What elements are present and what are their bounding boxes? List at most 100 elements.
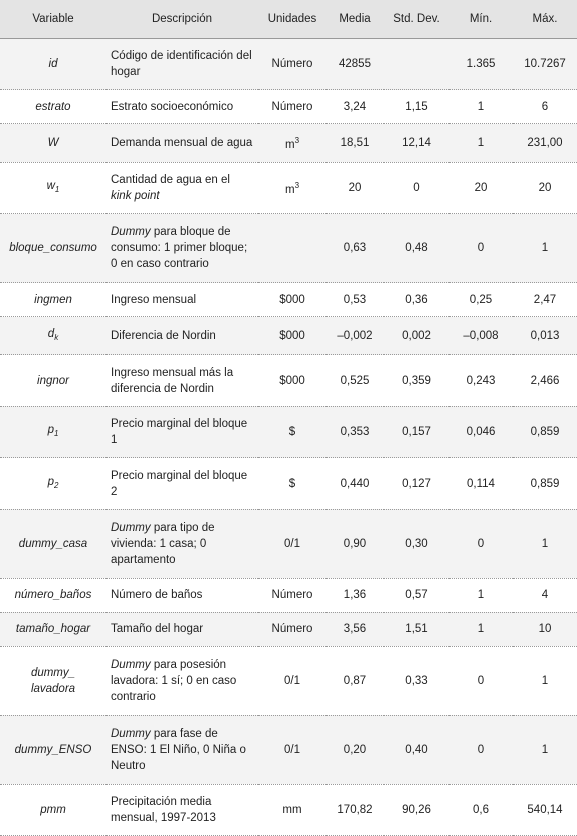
variable-text: W bbox=[47, 137, 59, 150]
std-cell bbox=[384, 38, 449, 91]
variable-text: pmm bbox=[40, 803, 66, 816]
description-text: Dummy bbox=[111, 727, 151, 740]
variable-text: estrato bbox=[35, 100, 71, 113]
column-header: Variable bbox=[0, 0, 106, 39]
description-cell: Precio marginal del bloque 1 bbox=[106, 406, 258, 459]
units-cell: m3 bbox=[258, 162, 326, 215]
description-text: kink point bbox=[111, 189, 160, 202]
min-cell: 0,25 bbox=[449, 282, 513, 318]
variable-cell: id bbox=[0, 38, 106, 91]
std-cell: 0,48 bbox=[384, 213, 449, 284]
column-header: Mín. bbox=[449, 0, 513, 39]
std-cell: 0,002 bbox=[384, 316, 449, 356]
header-row: Variable Descripción Unidades Media Std. Dev… bbox=[0, 0, 577, 39]
max-cell: 10.7267 bbox=[513, 38, 577, 91]
variable-text: p bbox=[47, 475, 54, 488]
variable-text: ingmen bbox=[34, 293, 72, 306]
min-cell: 1 bbox=[449, 612, 513, 647]
units-text: $000 bbox=[279, 329, 305, 342]
std-cell: 0,36 bbox=[384, 282, 449, 318]
description-text: para posesión lavadora: 1 sí; 0 en caso … bbox=[111, 658, 237, 703]
units-text: $ bbox=[288, 477, 296, 490]
units-text: 0/1 bbox=[284, 743, 300, 756]
description-text: Dummy bbox=[111, 226, 151, 239]
mean-cell: 0,20 bbox=[326, 715, 384, 785]
units-text: Número bbox=[271, 100, 313, 113]
mean-cell: 0,53 bbox=[326, 282, 384, 318]
max-cell: 1 bbox=[513, 509, 577, 579]
units-cell: Número bbox=[258, 38, 326, 91]
units-cell: 0/1 bbox=[258, 715, 326, 785]
description-text: Ingreso mensual bbox=[111, 293, 197, 306]
table-row: dummy_casa Dummy para tipo de vivienda: 1… bbox=[0, 509, 577, 579]
table-row: ingnor Ingreso mensual más la diferencia … bbox=[0, 354, 577, 407]
description-text: Código de identificación del hogar bbox=[111, 50, 252, 79]
variable-cell: número_baños bbox=[0, 578, 106, 613]
subscript: 1 bbox=[53, 429, 59, 439]
table-row: p2 Precio marginal del bloque 2 $0,440 0,12… bbox=[0, 457, 577, 510]
max-cell: 0,859 bbox=[513, 457, 577, 510]
variable-cell: dummy_casa bbox=[0, 509, 106, 579]
description-cell: Ingreso mensual bbox=[106, 282, 258, 318]
variable-cell: dk bbox=[0, 316, 106, 356]
units-cell: m3 bbox=[258, 123, 326, 163]
max-cell: 1 bbox=[513, 213, 577, 284]
variable-cell: w1 bbox=[0, 162, 106, 215]
variable-text: dummy_casa bbox=[18, 537, 88, 550]
units-text: m bbox=[284, 183, 295, 196]
variable-cell: dummy_ENSO bbox=[0, 715, 106, 785]
variable-cell: p1 bbox=[0, 406, 106, 459]
min-cell: 20 bbox=[449, 162, 513, 215]
std-cell: 0,33 bbox=[384, 646, 449, 716]
min-cell: 1.365 bbox=[449, 38, 513, 91]
column-header: Unidades bbox=[258, 0, 326, 39]
units-cell: $000 bbox=[258, 354, 326, 407]
variable-cell: estrato bbox=[0, 89, 106, 125]
variable-text: id bbox=[48, 58, 58, 71]
mean-cell: 0,440 bbox=[326, 457, 384, 510]
variable-text: dummy_ lavadora bbox=[30, 666, 76, 695]
min-cell: 0 bbox=[449, 213, 513, 284]
variable-cell: p2 bbox=[0, 457, 106, 510]
description-cell: Demanda mensual de agua bbox=[106, 123, 258, 163]
description-cell: Dummy para posesión lavadora: 1 sí; 0 en… bbox=[106, 646, 258, 716]
min-cell: 0,243 bbox=[449, 354, 513, 407]
variable-text: ingnor bbox=[37, 374, 69, 387]
superscript: 3 bbox=[294, 136, 300, 146]
variable-text: d bbox=[47, 327, 55, 340]
units-cell bbox=[258, 213, 326, 284]
std-cell: 0,359 bbox=[384, 354, 449, 407]
mean-cell: 0,353 bbox=[326, 406, 384, 459]
mean-cell: 42855 bbox=[326, 38, 384, 91]
min-cell: 0,046 bbox=[449, 406, 513, 459]
table-row: ingmen Ingreso mensual $000 0,53 0,36 0,25 2,4… bbox=[0, 282, 577, 318]
min-cell: 0 bbox=[449, 715, 513, 785]
units-text: $000 bbox=[279, 374, 305, 387]
variable-cell: ingmen bbox=[0, 282, 106, 318]
min-cell: 1 bbox=[449, 578, 513, 613]
subscript: 2 bbox=[53, 480, 59, 490]
mean-cell: 0,87 bbox=[326, 646, 384, 716]
max-cell: 0,859 bbox=[513, 406, 577, 459]
variable-cell: ingnor bbox=[0, 354, 106, 407]
units-text: Número bbox=[271, 58, 313, 71]
table-row: W Demanda mensual de agua m3 18,51 12,14 1 231… bbox=[0, 123, 577, 163]
description-cell: Diferencia de Nordin bbox=[106, 316, 258, 356]
max-cell: 231,00 bbox=[513, 123, 577, 163]
max-cell: 6 bbox=[513, 89, 577, 125]
max-cell: 2,47 bbox=[513, 282, 577, 318]
units-cell: $000 bbox=[258, 316, 326, 356]
units-cell: $000 bbox=[258, 282, 326, 318]
table-row: bloque_consumo Dummy para bloque de consu… bbox=[0, 213, 577, 284]
table-row: número_baños Número de baños Número 1,36 0,5… bbox=[0, 578, 577, 613]
variable-cell: bloque_consumo bbox=[0, 213, 106, 284]
mean-cell: 1,36 bbox=[326, 578, 384, 613]
std-cell: 1,15 bbox=[384, 89, 449, 125]
subscript: 1 bbox=[54, 184, 60, 194]
description-text: Precipitación media mensual, 1997-2013 bbox=[111, 795, 216, 824]
description-text: Demanda mensual de agua bbox=[111, 137, 253, 150]
description-text: Cantidad de agua en el bbox=[111, 173, 230, 186]
std-cell: 12,14 bbox=[384, 123, 449, 163]
description-cell: Precio marginal del bloque 2 bbox=[106, 457, 258, 510]
